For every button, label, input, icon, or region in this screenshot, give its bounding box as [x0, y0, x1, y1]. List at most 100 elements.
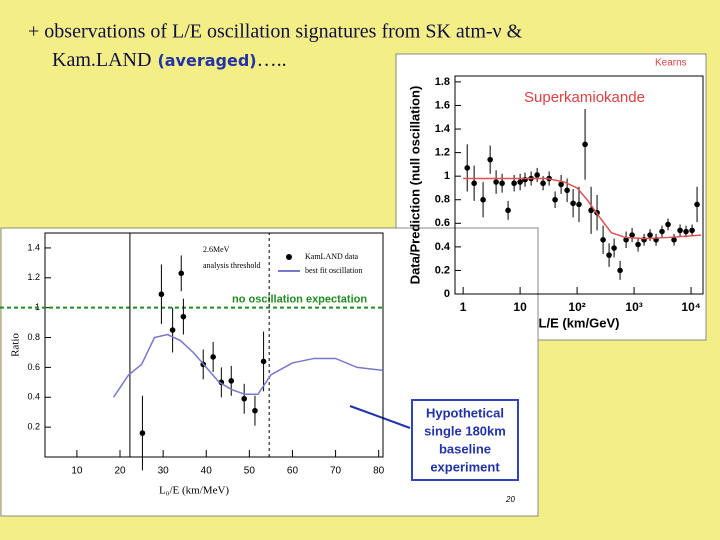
y-tick-label: 1.8 [435, 76, 450, 88]
x-tick-label: 70 [330, 466, 342, 477]
x-axis-label: L/E (km/GeV) [539, 315, 620, 330]
legend-swatch [286, 254, 292, 260]
data-point [600, 236, 606, 243]
y-tick-label: 0.4 [435, 241, 451, 253]
data-point [260, 358, 267, 365]
data-point [665, 221, 671, 228]
data-point [499, 180, 505, 187]
threshold-label: analysis threshold [203, 261, 261, 270]
x-axis-label: L₀/E (km/MeV) [159, 485, 229, 497]
callout-text: Hypothetical [426, 405, 504, 420]
slide-title: Kam.LAND (averaged)….. [52, 49, 287, 71]
data-point [635, 241, 641, 248]
x-tick-label: 10 [71, 466, 83, 477]
y-tick-label: 0 [444, 288, 450, 300]
data-point [487, 156, 493, 163]
data-point [552, 196, 558, 203]
callout-text: experiment [430, 459, 500, 474]
data-point [617, 267, 623, 274]
data-point [689, 227, 695, 234]
data-point [540, 180, 546, 187]
data-point [629, 232, 635, 238]
data-point [683, 228, 689, 235]
data-point [522, 176, 528, 183]
y-tick-label: 0.2 [435, 264, 450, 276]
x-tick-label: 10 [513, 300, 527, 314]
x-tick-label: 10² [568, 300, 585, 314]
data-point [169, 327, 176, 333]
data-point [576, 201, 582, 208]
y-axis-label: Data/Prediction (null oscillation) [407, 86, 422, 285]
x-tick-label: 10³ [625, 300, 642, 314]
title-note: (averaged) [157, 51, 256, 70]
callout-text: baseline [439, 441, 491, 456]
fit-line [463, 177, 702, 240]
data-point [671, 236, 677, 243]
plot-frame [454, 75, 704, 295]
callout-box [411, 399, 519, 481]
y-tick-label: 1.2 [27, 272, 40, 282]
y-tick-label: 0.2 [27, 422, 40, 432]
chart-title: Superkamiokande [524, 89, 645, 106]
data-point [659, 228, 665, 235]
y-tick-label: 0.6 [27, 362, 40, 372]
fit-line [112, 333, 384, 398]
data-point [517, 179, 523, 185]
callout-text: single 180km [424, 423, 506, 438]
x-tick-label: 80 [373, 466, 385, 477]
data-point [623, 236, 629, 243]
data-point [570, 200, 576, 207]
data-point [210, 354, 216, 360]
slide-title: + observations of L/E oscillation signat… [28, 21, 523, 43]
data-point [582, 141, 588, 148]
x-tick-label: 1 [460, 300, 467, 314]
data-point [178, 270, 185, 277]
x-tick-label: 10⁴ [681, 300, 700, 314]
y-tick-label: 1.4 [435, 123, 451, 135]
title-part: ….. [257, 49, 287, 71]
y-tick-label: 1.2 [435, 147, 450, 159]
x-tick-label: 40 [201, 466, 213, 477]
x-tick-label: 60 [287, 466, 299, 477]
x-tick-label: 30 [158, 466, 170, 477]
data-point [588, 207, 594, 214]
data-point [647, 232, 653, 238]
data-point [228, 378, 235, 384]
data-point [611, 245, 617, 251]
data-point [241, 395, 247, 402]
plot-frame [44, 232, 384, 458]
title-part: Kam.LAND [52, 49, 151, 71]
data-point [252, 407, 258, 414]
data-point [606, 252, 612, 258]
legend-label: best fit oscillation [305, 266, 362, 275]
y-tick-label: 0.6 [435, 217, 450, 229]
y-tick-label: 0.8 [435, 194, 450, 206]
data-point [534, 172, 540, 178]
legend-label: KamLAND data [305, 252, 359, 261]
data-point [564, 187, 570, 194]
data-point [677, 227, 683, 234]
page-number: 20 [505, 495, 515, 504]
reference-label: no oscillation expectation [232, 294, 367, 306]
data-point [464, 165, 471, 171]
x-tick-label: 50 [244, 466, 256, 477]
chart-credit: Kearns [655, 58, 687, 69]
y-tick-label: 1 [444, 170, 450, 182]
data-point [158, 291, 165, 298]
y-tick-label: 0.4 [27, 392, 40, 402]
y-tick-label: 0.8 [27, 332, 40, 342]
data-point [558, 181, 564, 188]
y-tick-label: 1.4 [27, 242, 40, 252]
threshold-label: 2.6MeV [203, 245, 230, 254]
data-point [139, 430, 146, 436]
data-point [511, 180, 517, 187]
data-point [694, 201, 700, 208]
data-point [480, 196, 486, 203]
data-point [471, 180, 477, 187]
x-tick-label: 20 [114, 466, 126, 477]
data-point [180, 313, 187, 320]
callout-arrow [349, 405, 411, 429]
data-point [505, 207, 511, 214]
